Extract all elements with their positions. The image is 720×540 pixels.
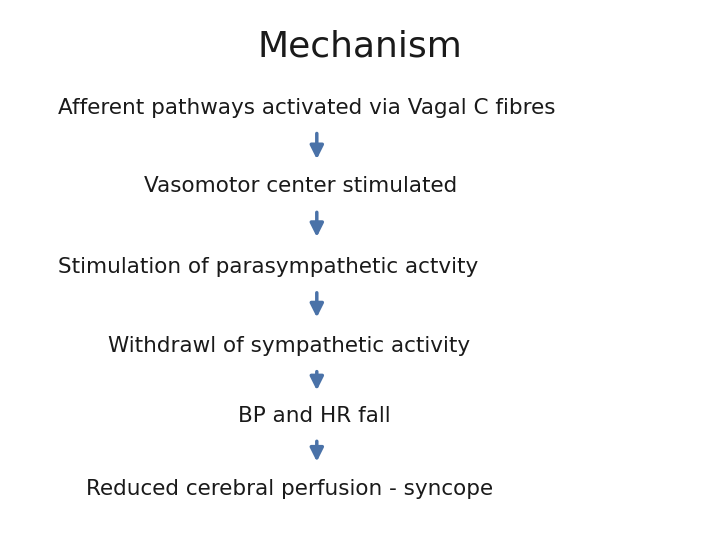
Text: Reduced cerebral perfusion - syncope: Reduced cerebral perfusion - syncope bbox=[86, 478, 493, 499]
Text: Vasomotor center stimulated: Vasomotor center stimulated bbox=[144, 176, 457, 197]
Text: Afferent pathways activated via Vagal C fibres: Afferent pathways activated via Vagal C … bbox=[58, 98, 555, 118]
Text: Mechanism: Mechanism bbox=[258, 30, 462, 64]
Text: BP and HR fall: BP and HR fall bbox=[238, 406, 390, 426]
Text: Withdrawl of sympathetic activity: Withdrawl of sympathetic activity bbox=[108, 335, 470, 356]
Text: Stimulation of parasympathetic actvity: Stimulation of parasympathetic actvity bbox=[58, 257, 478, 278]
